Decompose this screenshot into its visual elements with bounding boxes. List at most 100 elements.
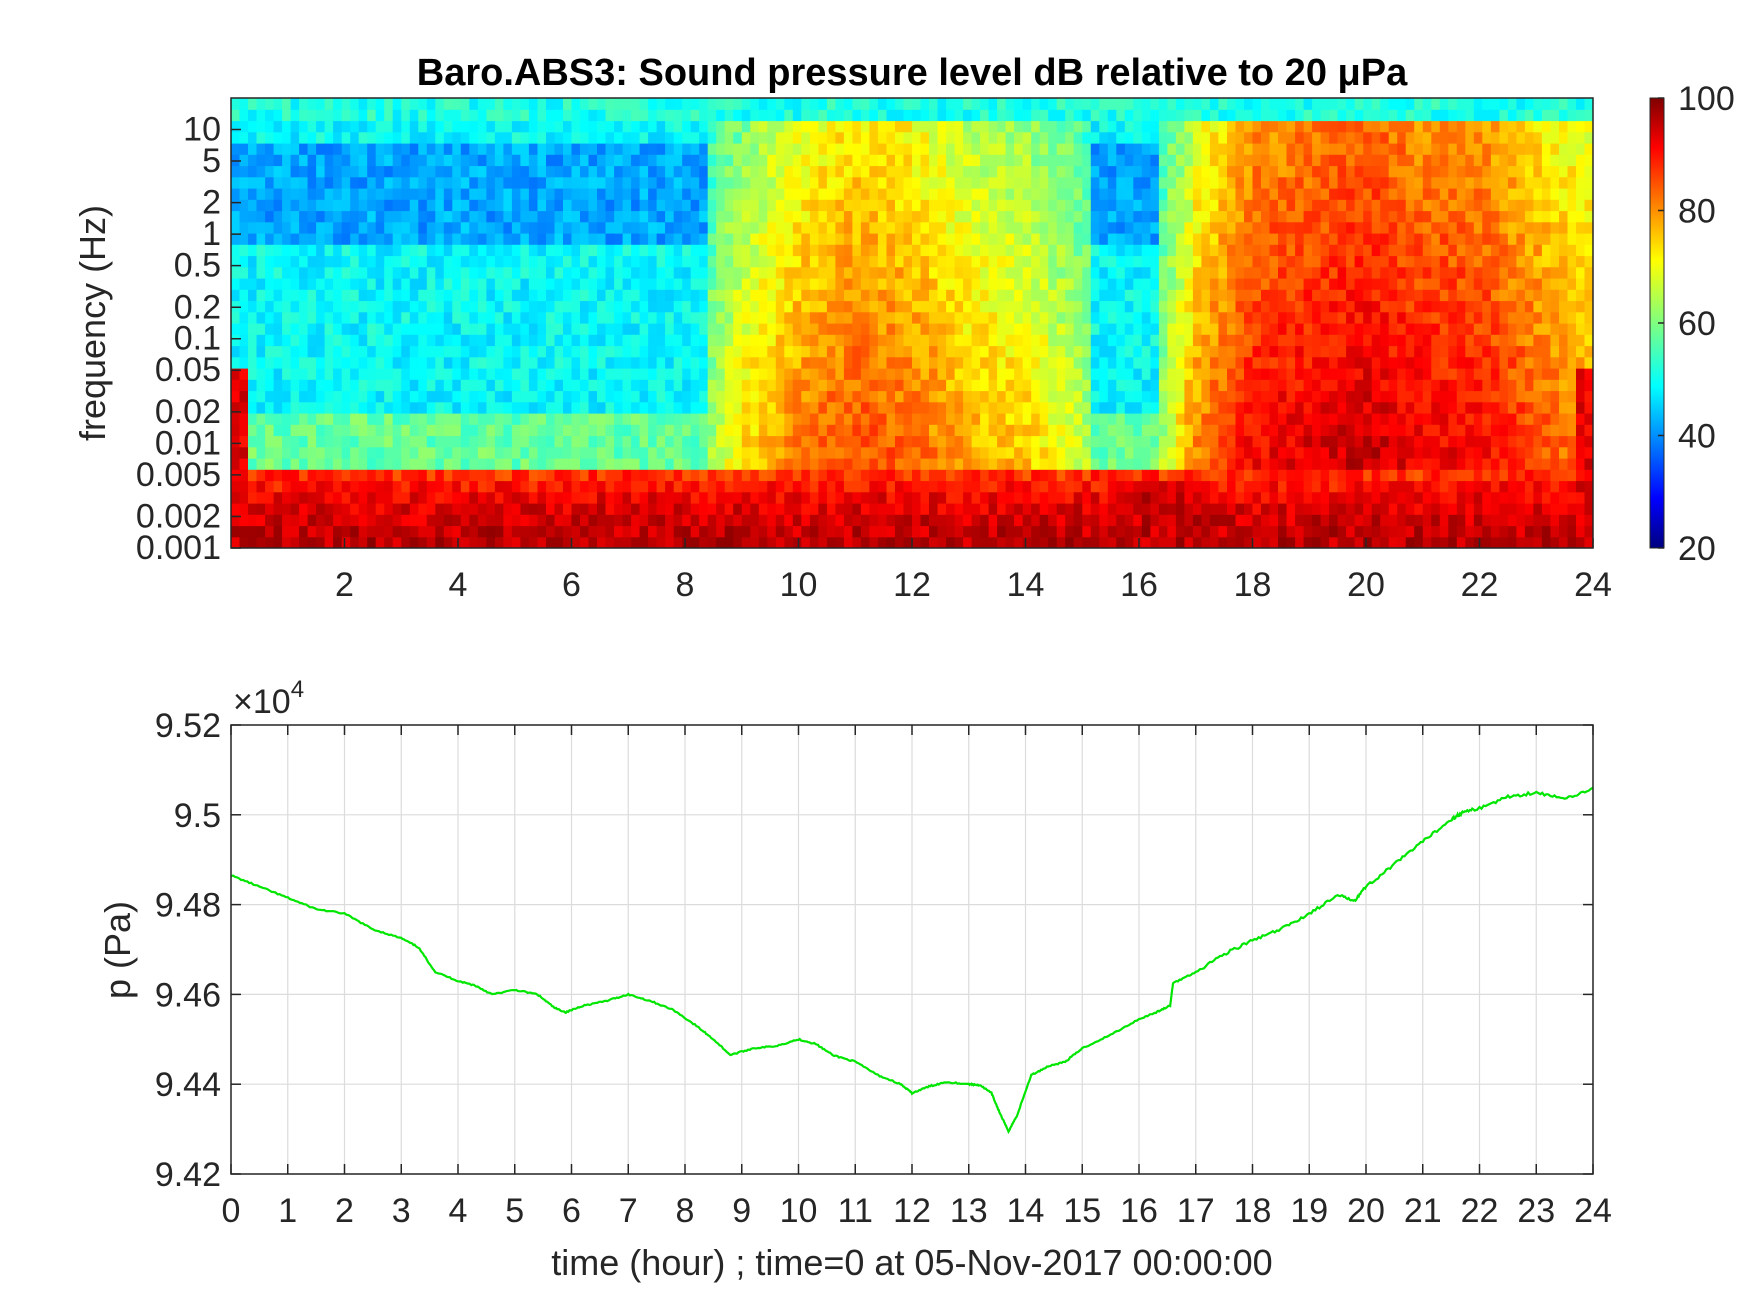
spectrogram-cell (673, 188, 683, 200)
spectrogram-cell (486, 334, 496, 347)
spectrogram-cell (1107, 345, 1117, 358)
spectrogram-cell (860, 390, 870, 403)
spectrogram-cell (469, 165, 479, 178)
spectrogram-cell (1116, 278, 1126, 290)
spectrogram-cell (1269, 289, 1279, 302)
spectrogram-cell (273, 424, 283, 437)
spectrogram-cell (843, 491, 853, 504)
spectrogram-cell (546, 289, 556, 302)
spectrogram-cell (1116, 120, 1126, 133)
spectrogram-cell (341, 345, 351, 358)
spectrogram-cell (971, 413, 981, 425)
spectrogram-cell (1261, 311, 1271, 324)
spectrogram-cell (248, 446, 258, 459)
spectrogram-cell (460, 176, 470, 189)
spectrogram-cell (1167, 131, 1177, 144)
spectrogram-cell (597, 120, 607, 133)
spectrogram-cell (733, 143, 743, 155)
spectrogram-cell (1252, 345, 1262, 358)
spectrogram-cell (563, 165, 573, 178)
spectrogram-cell (256, 345, 266, 358)
spectrogram-cell (1056, 413, 1066, 425)
spectrogram-cell (1014, 176, 1024, 189)
spectrogram-cell (980, 244, 990, 257)
spectrogram-cell (443, 244, 453, 257)
spectrogram-cell (605, 334, 615, 347)
spectrogram-cell (1209, 188, 1219, 200)
spectrogram-cell (869, 424, 879, 437)
spectrogram-cell (273, 503, 283, 515)
spectrogram-cell (1175, 503, 1185, 515)
spectrogram-cell (818, 345, 828, 358)
spectrogram-cell (248, 345, 258, 358)
spectrogram-cell (299, 379, 309, 392)
spectrogram-cell (997, 435, 1007, 448)
spectrogram-cell (1235, 165, 1245, 178)
spectrogram-cell (665, 109, 675, 122)
spectrogram-cell (656, 536, 666, 548)
spectrogram-cell (784, 536, 794, 548)
spectrogram-cell (426, 244, 436, 257)
spectrogram-cell (792, 424, 802, 437)
spectrogram-cell (486, 390, 496, 403)
spectrogram-cell (350, 278, 360, 290)
spectrogram-cell (248, 120, 258, 133)
spectrogram-cell (435, 199, 445, 212)
spectrogram-cell (426, 154, 436, 167)
spectrogram-cell (350, 154, 360, 167)
spectrogram-cell (1192, 323, 1202, 335)
spectrogram-cell (1141, 176, 1151, 189)
spectrogram-cell (537, 143, 547, 155)
spectrogram-cell (929, 424, 939, 437)
spectrogram-cell (443, 165, 453, 178)
spectrogram-cell (690, 536, 700, 548)
spectrogram-cell (1192, 401, 1202, 414)
spectrogram-cell (1039, 255, 1049, 268)
spectrogram-cell (1005, 536, 1015, 548)
spectrogram-cell (946, 503, 956, 515)
spectrogram-cell (1056, 255, 1066, 268)
spectrogram-cell (401, 334, 411, 347)
spectrogram-cell (818, 165, 828, 178)
spectrogram-cell (826, 503, 836, 515)
spectrogram-cell (1141, 120, 1151, 133)
spectrogram-cell (895, 469, 905, 482)
spectrogram-cell (265, 131, 275, 144)
spectrogram-cell (477, 491, 487, 504)
spectrogram-cell (469, 345, 479, 358)
spectrogram-cell (341, 503, 351, 515)
spectrogram-cell (801, 525, 811, 538)
spectrogram-cell (767, 491, 777, 504)
spectrogram-cell (248, 491, 258, 504)
spectrogram-cell (392, 334, 402, 347)
spectrogram-cell (1073, 536, 1083, 548)
spectrogram-cell (1167, 491, 1177, 504)
spectrogram-cell (1031, 480, 1041, 493)
spectrogram-cell (1005, 503, 1015, 515)
spectrogram-cell (494, 368, 504, 380)
spectrogram-cell (486, 255, 496, 268)
spectrogram-cell (869, 165, 879, 178)
spectrogram-cell (733, 413, 743, 425)
spectrogram-cell (792, 323, 802, 335)
spectrogram-cell (1056, 435, 1066, 448)
spectrogram-cell (546, 165, 556, 178)
spectrogram-cell (1261, 345, 1271, 358)
spectrogram-cell (1124, 368, 1134, 380)
spectrogram-cell (580, 289, 590, 302)
spectrogram-cell (563, 143, 573, 155)
spectrogram-cell (886, 278, 896, 290)
spectrogram-cell (843, 109, 853, 122)
spectrogram-cell (1107, 435, 1117, 448)
spectrogram-cell (1133, 446, 1143, 459)
spectrogram-cell (239, 176, 249, 189)
spectrogram-cell (1099, 255, 1109, 268)
spectrogram-cell (1090, 458, 1100, 470)
spectrogram-cell (443, 98, 453, 110)
spectrogram-cell (912, 334, 922, 347)
spectrogram-cell (860, 221, 870, 234)
spectrogram-cell (733, 491, 743, 504)
spectrogram-cell (588, 255, 598, 268)
spectrogram-cell (690, 379, 700, 392)
spectrogram-cell (860, 435, 870, 448)
